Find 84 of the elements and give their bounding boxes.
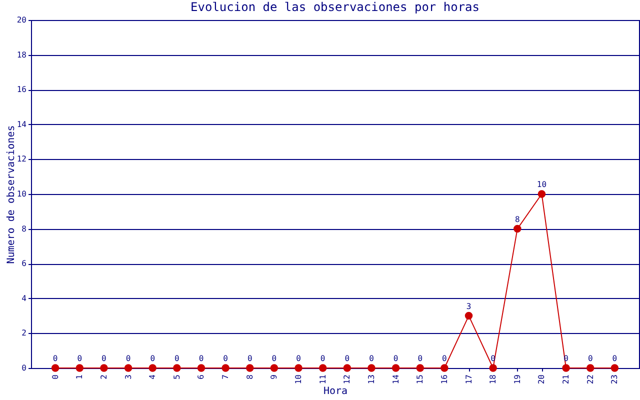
point — [538, 190, 546, 198]
data-label: 0 — [442, 354, 448, 363]
point — [416, 364, 424, 372]
x-tick-label: 2 — [99, 374, 108, 380]
point — [294, 364, 302, 372]
x-tick-label: 15 — [416, 374, 425, 384]
x-tick-label: 13 — [366, 374, 376, 384]
y-tick-label: 4 — [22, 294, 27, 303]
y-tick-label: 12 — [16, 154, 27, 164]
data-label: 0 — [247, 354, 252, 363]
point — [222, 364, 230, 372]
point — [610, 364, 619, 372]
point — [489, 364, 497, 372]
y-tick-label: 14 — [16, 120, 27, 129]
x-tick-label: 16 — [440, 374, 449, 384]
x-tick-label: 0 — [50, 374, 60, 380]
x-tick-label: 21 — [562, 374, 571, 384]
data-label: 0 — [272, 354, 277, 363]
x-tick-label: 8 — [245, 374, 254, 380]
data-label: 3 — [466, 302, 472, 311]
data-label: 0 — [393, 354, 398, 363]
point — [586, 364, 594, 372]
data-label: 0 — [612, 354, 618, 363]
point — [440, 364, 448, 372]
data-label: 8 — [514, 214, 520, 224]
x-tick-label: 1 — [75, 374, 84, 380]
x-tick-label: 5 — [172, 374, 182, 380]
point — [100, 364, 108, 372]
point — [270, 364, 278, 372]
point — [464, 312, 473, 320]
point — [51, 364, 60, 372]
x-tick-label: 11 — [318, 374, 328, 384]
data-label: 0 — [320, 354, 326, 363]
point — [318, 364, 327, 372]
data-label: 0 — [418, 354, 423, 363]
data-label: 0 — [126, 354, 131, 363]
data-label: 0 — [223, 354, 228, 363]
data-label: 10 — [536, 180, 547, 189]
point — [124, 364, 132, 372]
point — [197, 364, 206, 372]
y-tick-label: 20 — [16, 16, 27, 24]
y-tick-label: 10 — [16, 190, 27, 198]
x-tick-label: 3 — [124, 374, 133, 380]
x-tick-label: 12 — [342, 374, 352, 384]
data-label: 0 — [77, 354, 82, 363]
y-tick-label: 0 — [22, 364, 27, 372]
x-tick-label: 18 — [488, 374, 498, 384]
y-tick-label: 8 — [22, 224, 27, 234]
data-label: 0 — [588, 354, 593, 363]
point — [392, 364, 400, 372]
x-tick-label: 9 — [270, 374, 279, 380]
x-tick-label: 10 — [294, 374, 304, 384]
data-label: 0 — [52, 354, 58, 363]
x-tick-label: 23 — [610, 374, 620, 384]
point — [173, 364, 181, 372]
x-tick-label: 20 — [537, 374, 546, 384]
x-tick-label: 17 — [464, 374, 474, 384]
x-tick-label: 6 — [196, 374, 206, 380]
point — [562, 364, 570, 372]
x-tick-label: 7 — [221, 374, 230, 380]
point — [246, 364, 254, 372]
x-tick-label: 4 — [148, 374, 158, 380]
y-tick-label: 6 — [22, 259, 27, 268]
data-label: 0 — [344, 354, 350, 363]
y-axis-title: Numero de observaciones — [6, 125, 17, 264]
data-label: 0 — [369, 354, 374, 363]
data-label: 0 — [102, 354, 107, 363]
data-label: 0 — [198, 354, 204, 363]
point — [368, 364, 376, 372]
data-label: 0 — [296, 354, 302, 363]
data-label: 0 — [150, 354, 156, 363]
point — [343, 364, 352, 372]
point — [76, 364, 84, 372]
x-tick-label: 22 — [586, 374, 595, 384]
y-tick-label: 2 — [22, 328, 27, 338]
x-tick-label: 19 — [512, 374, 522, 384]
y-tick-label: 18 — [16, 50, 27, 60]
point — [514, 224, 522, 233]
x-axis-title: Hora — [323, 386, 348, 398]
y-tick-label: 16 — [16, 85, 27, 94]
data-label: 0 — [174, 354, 180, 363]
x-tick-label: 14 — [391, 374, 400, 384]
point — [148, 364, 156, 372]
chart-title: Evolucion de las observaciones por horas — [190, 0, 480, 14]
